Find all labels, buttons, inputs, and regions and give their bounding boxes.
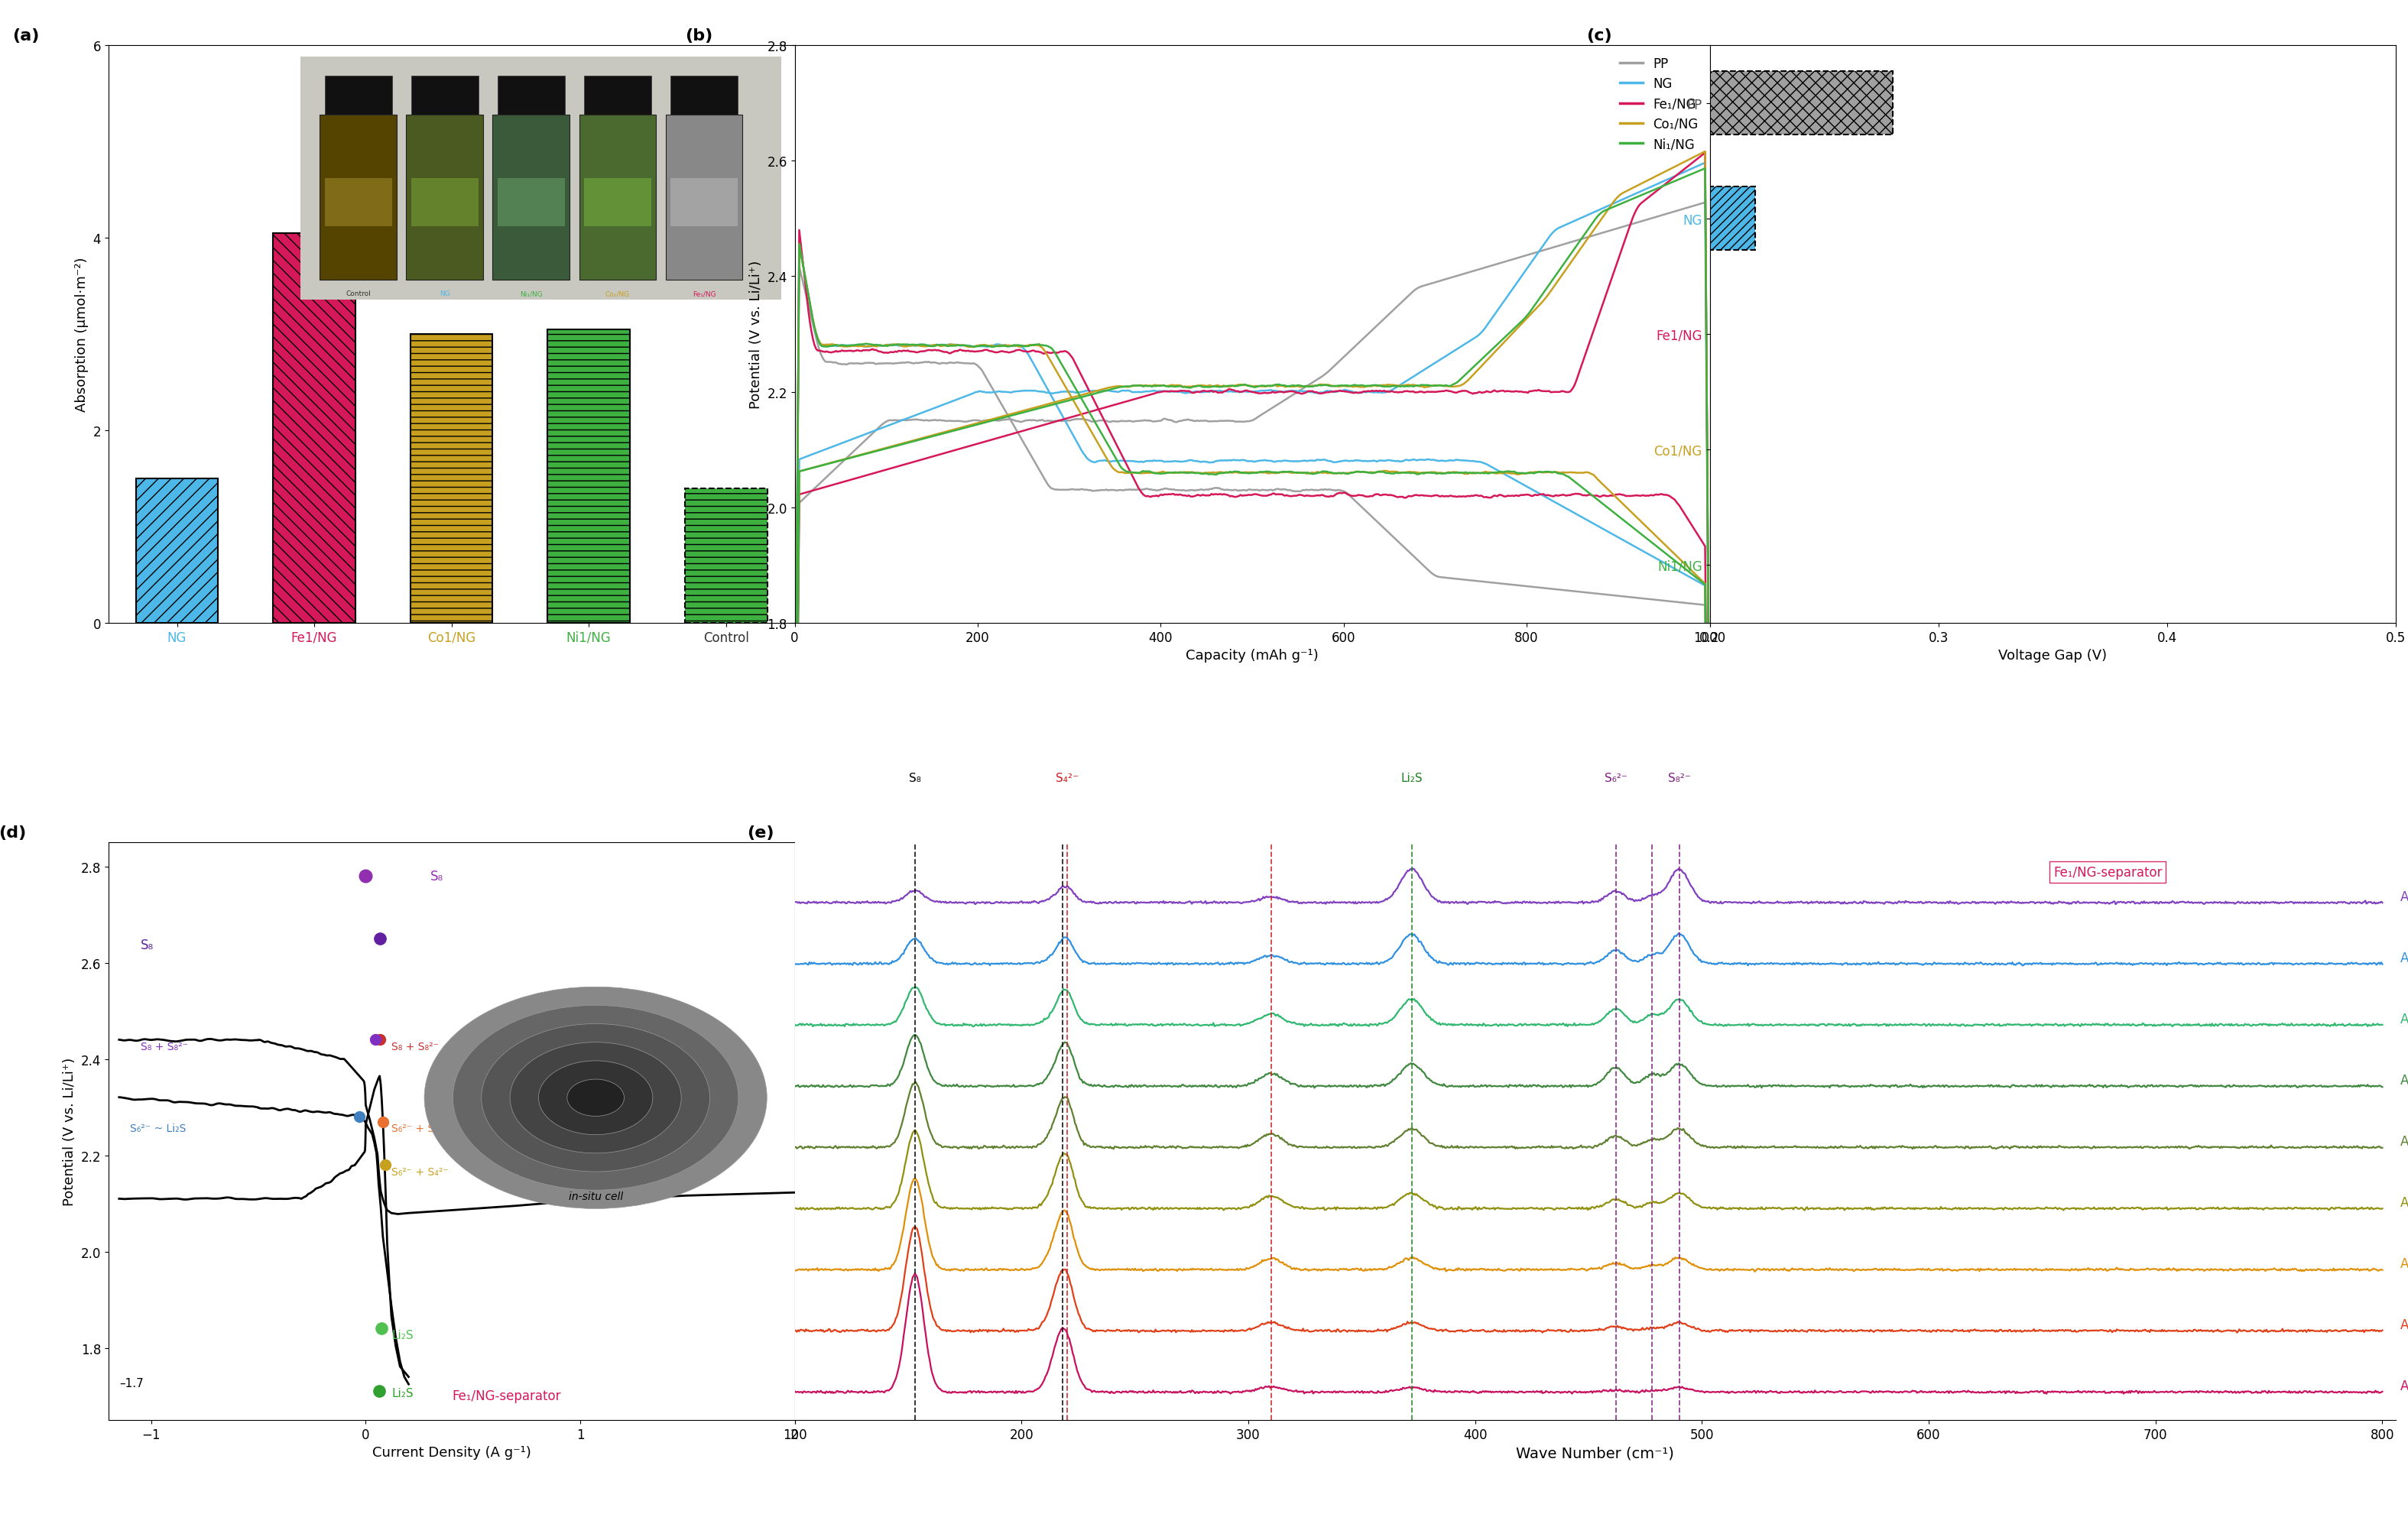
X-axis label: Current Density (A g⁻¹): Current Density (A g⁻¹) bbox=[373, 1446, 530, 1460]
Text: (a): (a) bbox=[12, 29, 39, 44]
Text: S₆²⁻ + S₄²⁻: S₆²⁻ + S₄²⁻ bbox=[393, 1122, 448, 1133]
Text: S₈: S₈ bbox=[908, 773, 920, 783]
Bar bbox=[684, 489, 768, 623]
Text: S₈ + S₈²⁻ ~ S₄²⁻: S₈ + S₈²⁻ ~ S₄²⁻ bbox=[393, 1041, 474, 1052]
Text: (b): (b) bbox=[684, 29, 713, 44]
Text: Fe₁/NG-separator: Fe₁/NG-separator bbox=[453, 1390, 561, 1403]
Bar bbox=[547, 330, 631, 623]
Text: A5: A5 bbox=[2401, 1135, 2408, 1148]
Text: S₆²⁻ ~ Li₂S: S₆²⁻ ~ Li₂S bbox=[130, 1122, 185, 1133]
Bar bbox=[1252, 188, 1755, 250]
Text: (e): (e) bbox=[746, 826, 773, 841]
Text: Li₂S: Li₂S bbox=[1401, 773, 1423, 783]
Bar bbox=[1252, 533, 1459, 597]
Text: Li₂S: Li₂S bbox=[393, 1328, 414, 1341]
Y-axis label: Potential (V vs. Li/Li⁺): Potential (V vs. Li/Li⁺) bbox=[749, 260, 763, 409]
Text: A7: A7 bbox=[2401, 1012, 2408, 1026]
X-axis label: Capacity (mAh g⁻¹): Capacity (mAh g⁻¹) bbox=[1185, 649, 1320, 663]
X-axis label: Voltage Gap (V): Voltage Gap (V) bbox=[1999, 649, 2107, 663]
Text: S₈²⁻: S₈²⁻ bbox=[1669, 773, 1690, 783]
Text: A4: A4 bbox=[2401, 1196, 2408, 1209]
Text: S₆²⁻: S₆²⁻ bbox=[1604, 773, 1628, 783]
Text: A8: A8 bbox=[2401, 951, 2408, 965]
Text: A9: A9 bbox=[2401, 890, 2408, 904]
Y-axis label: Potential (V vs. Li/Li⁺): Potential (V vs. Li/Li⁺) bbox=[63, 1057, 77, 1206]
Text: A2: A2 bbox=[2401, 1318, 2408, 1332]
Y-axis label: Absorption (μmol·m⁻²): Absorption (μmol·m⁻²) bbox=[75, 257, 89, 412]
Bar bbox=[409, 334, 494, 623]
Text: (d): (d) bbox=[0, 826, 26, 841]
Text: A6: A6 bbox=[2401, 1073, 2408, 1087]
Text: Li₂S: Li₂S bbox=[393, 1387, 414, 1399]
Bar bbox=[272, 234, 356, 623]
Text: (c): (c) bbox=[1587, 29, 1611, 44]
Text: S₈: S₈ bbox=[431, 869, 443, 883]
Text: Fe₁/NG-separator: Fe₁/NG-separator bbox=[2054, 866, 2162, 880]
Text: A3: A3 bbox=[2401, 1257, 2408, 1270]
Bar bbox=[135, 479, 219, 623]
Text: S₈: S₈ bbox=[140, 938, 154, 951]
Text: A1: A1 bbox=[2401, 1379, 2408, 1393]
X-axis label: Wave Number (cm⁻¹): Wave Number (cm⁻¹) bbox=[1517, 1446, 1674, 1460]
Bar bbox=[1252, 72, 1893, 136]
Text: S₈ + S₈²⁻: S₈ + S₈²⁻ bbox=[140, 1041, 188, 1052]
Legend: PP, NG, Fe₁/NG, Co₁/NG, Ni₁/NG: PP, NG, Fe₁/NG, Co₁/NG, Ni₁/NG bbox=[1616, 52, 1702, 157]
Text: S₄²⁻: S₄²⁻ bbox=[1055, 773, 1079, 783]
Bar bbox=[1252, 302, 1389, 366]
Text: –1.7: –1.7 bbox=[118, 1377, 144, 1388]
Bar bbox=[1252, 418, 1527, 481]
Text: S₆²⁻ + S₄²⁻: S₆²⁻ + S₄²⁻ bbox=[393, 1167, 448, 1177]
